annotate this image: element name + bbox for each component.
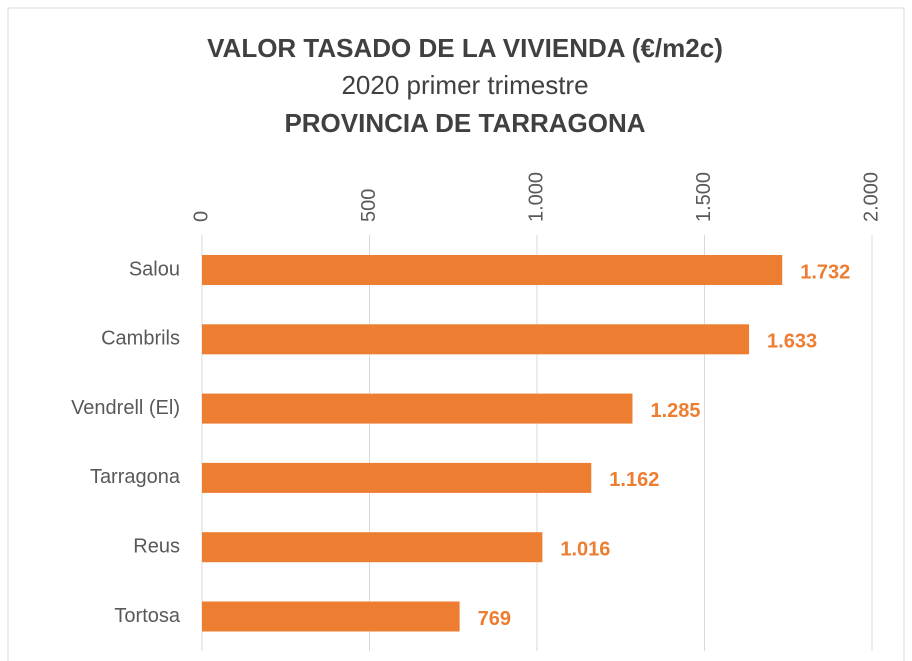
bar xyxy=(202,601,460,632)
data-label: 1.285 xyxy=(650,400,700,422)
bar xyxy=(202,255,783,285)
y-tick-label: Tarragona xyxy=(90,466,181,488)
x-tick-label: 1.000 xyxy=(525,172,547,222)
y-tick-label: Reus xyxy=(133,535,180,557)
x-tick-label: 500 xyxy=(358,189,380,222)
y-tick-label: Salou xyxy=(129,258,180,280)
chart-title-2: PROVINCIA DE TARRAGONA xyxy=(284,108,645,138)
chart-subtitle: 2020 primer trimestre xyxy=(341,70,588,100)
bar xyxy=(202,393,633,424)
bar xyxy=(202,532,543,563)
data-label: 1.633 xyxy=(767,331,817,353)
x-tick-label: 0 xyxy=(190,211,212,222)
chart-title: VALOR TASADO DE LA VIVIENDA (€/m2c) xyxy=(207,33,723,63)
x-tick-label: 2.000 xyxy=(860,172,882,222)
data-label: 1.016 xyxy=(560,538,610,560)
y-tick-label: Vendrell (El) xyxy=(71,397,180,419)
data-label: 1.162 xyxy=(609,469,659,491)
y-tick-label: Tortosa xyxy=(114,605,180,627)
data-label: 1.732 xyxy=(800,261,850,283)
bar xyxy=(202,324,750,355)
data-label: 769 xyxy=(478,608,511,630)
bar xyxy=(202,462,592,493)
y-tick-label: Cambrils xyxy=(101,328,180,350)
x-tick-label: 1.500 xyxy=(693,172,715,222)
